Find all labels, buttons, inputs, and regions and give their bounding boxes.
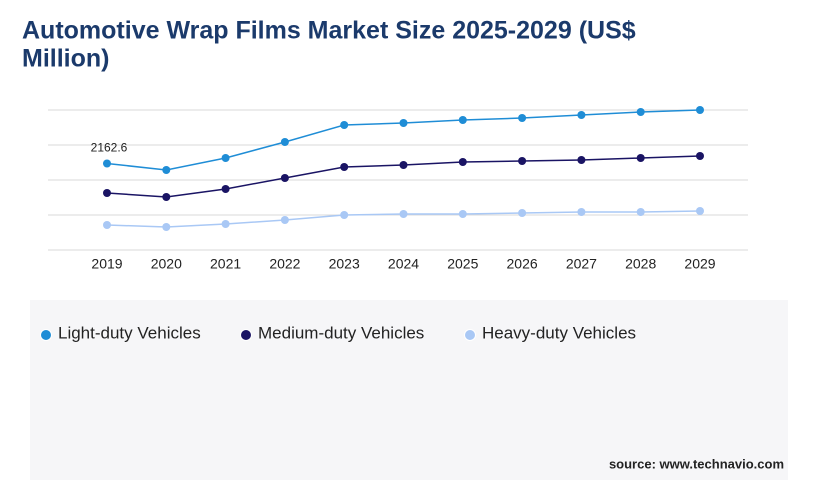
point <box>103 189 111 197</box>
point <box>577 111 586 119</box>
point <box>340 163 349 171</box>
x-tick-label: 2020 <box>151 256 182 272</box>
point <box>103 159 111 168</box>
point <box>399 119 408 127</box>
point <box>696 106 704 114</box>
point <box>636 108 645 116</box>
legend-label: Medium-duty Vehicles <box>258 323 424 342</box>
x-tick-label: 2029 <box>684 256 715 272</box>
point <box>636 208 645 216</box>
point <box>518 114 527 122</box>
point <box>636 154 645 162</box>
legend-marker <box>40 329 52 341</box>
point <box>696 152 704 160</box>
legend-label: Light-duty Vehicles <box>58 323 201 342</box>
point <box>162 223 171 231</box>
point <box>458 158 467 166</box>
point <box>221 154 230 162</box>
point <box>162 166 171 174</box>
x-tick-label: 2021 <box>210 256 241 272</box>
x-tick-label: 2024 <box>388 256 419 272</box>
point <box>577 208 586 216</box>
point <box>458 116 467 124</box>
point <box>162 193 171 201</box>
legend-label: Heavy-duty Vehicles <box>482 323 636 342</box>
point <box>518 157 527 165</box>
point <box>221 185 230 193</box>
x-tick-label: 2019 <box>91 256 122 272</box>
point <box>518 209 527 217</box>
point <box>280 216 289 224</box>
x-tick-label: 2026 <box>507 256 538 272</box>
source: source: www.technavio.com <box>609 456 784 471</box>
chart-title: Automotive Wrap Films Market Size 2025-2… <box>22 17 636 45</box>
point <box>280 138 289 146</box>
point <box>458 210 467 218</box>
point <box>340 121 349 129</box>
x-tick-label: 2025 <box>447 256 478 272</box>
point <box>340 211 349 219</box>
point <box>577 156 586 164</box>
point <box>696 207 704 215</box>
x-tick-label: 2027 <box>566 256 597 272</box>
point <box>221 220 230 228</box>
legend-marker <box>464 329 476 341</box>
point <box>103 221 111 229</box>
x-tick-label: 2022 <box>269 256 300 272</box>
data-label: 2162.6 <box>91 141 128 155</box>
point <box>399 210 408 218</box>
point <box>280 174 289 182</box>
x-tick-label: 2023 <box>329 256 360 272</box>
legend-panel <box>30 300 788 480</box>
x-tick-label: 2028 <box>625 256 656 272</box>
legend-marker <box>240 329 252 341</box>
chart-title-line2: Million) <box>22 45 109 73</box>
point <box>399 161 408 169</box>
